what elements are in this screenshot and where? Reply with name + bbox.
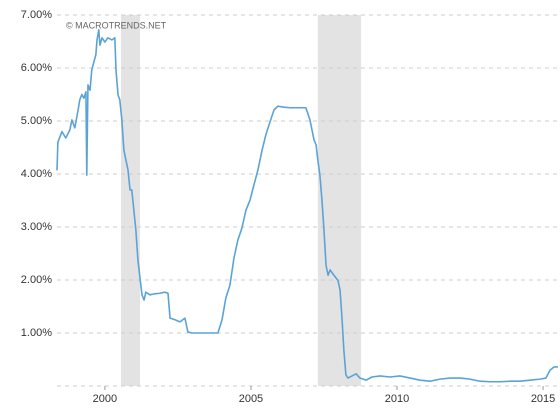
y-tick-label: 5.00% [21,115,52,127]
x-tick-label: 2000 [93,393,117,405]
y-tick-label: 2.00% [21,274,52,286]
y-tick-label: 7.00% [21,9,52,21]
recession-band [120,15,140,386]
rate-line [56,29,558,383]
watermark: © MACROTRENDS.NET [66,20,167,30]
y-tick-label: 3.00% [21,221,52,233]
y-tick-label: 4.00% [21,168,52,180]
y-tick-label: 6.00% [21,62,52,74]
recession-band [317,15,362,386]
x-tick-label: 2015 [531,393,555,405]
y-tick-label: 1.00% [21,327,52,339]
x-tick-label: 2010 [385,393,409,405]
x-tick-label: 2005 [239,393,263,405]
